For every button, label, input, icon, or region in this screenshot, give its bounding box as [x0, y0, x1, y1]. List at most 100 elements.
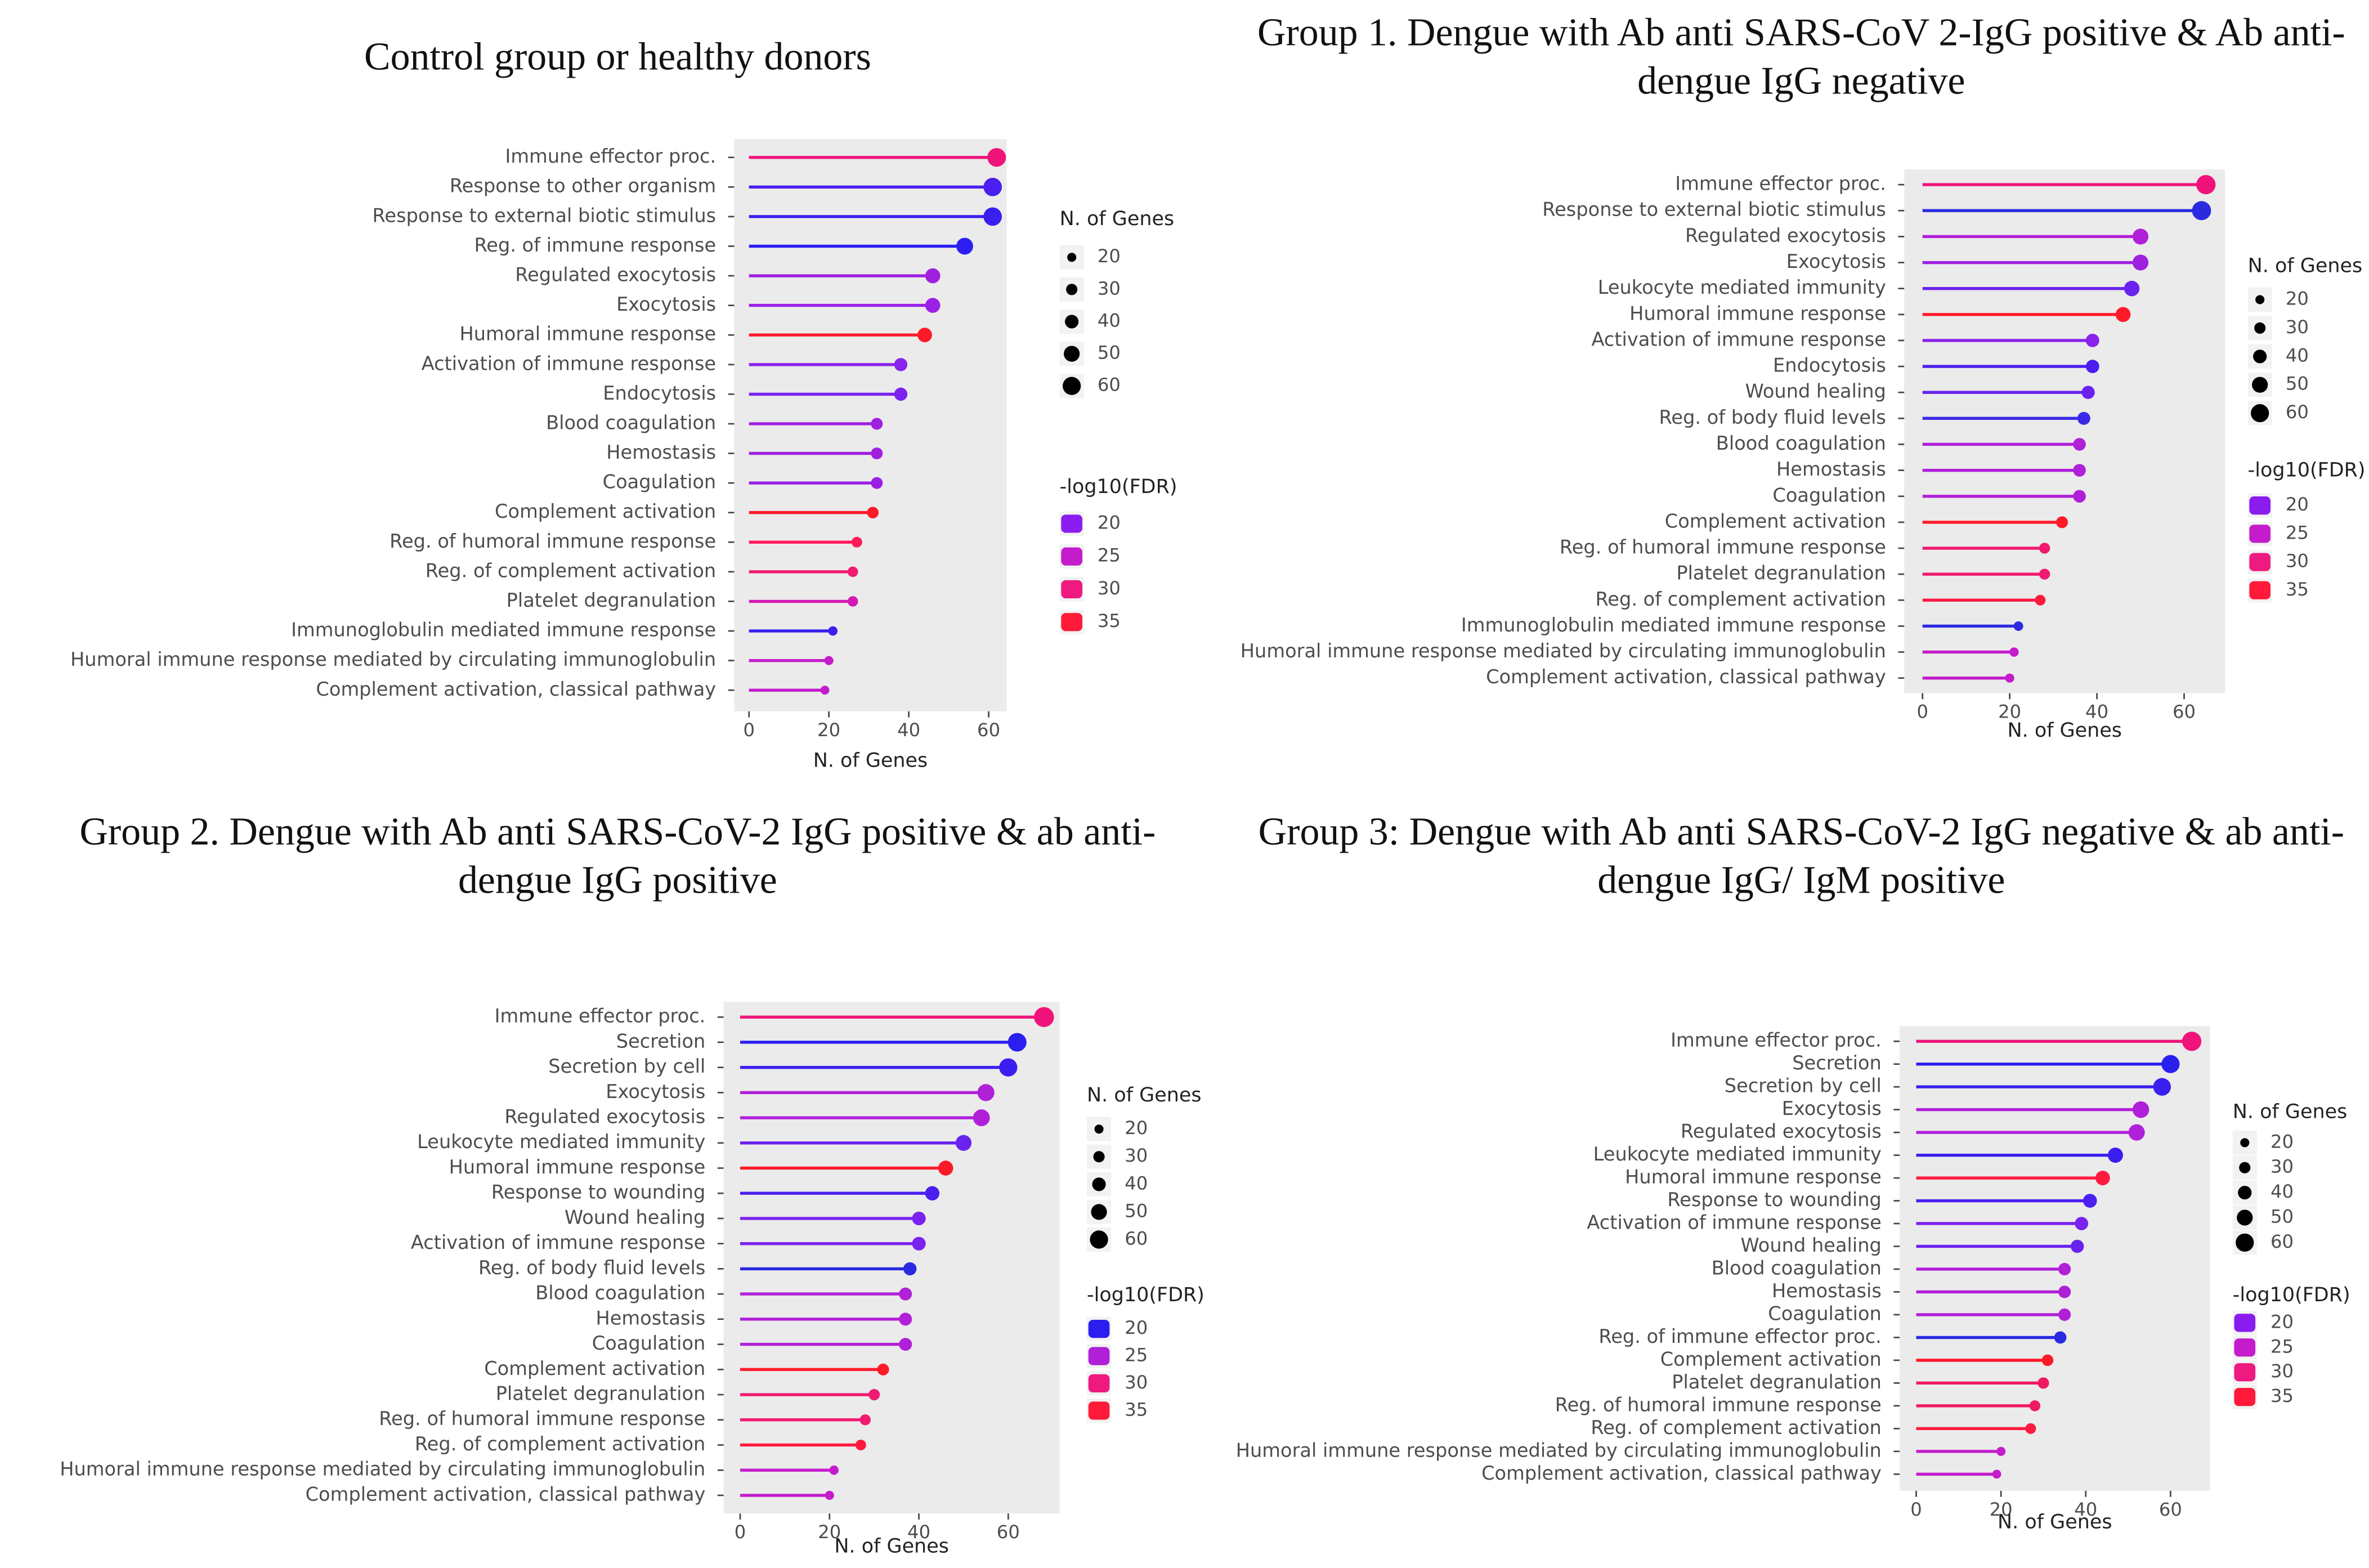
- legend-label: 30: [2286, 550, 2309, 572]
- category-label: Platelet degranulation: [1672, 1371, 1882, 1393]
- category-label: Humoral immune response: [449, 1156, 706, 1178]
- category-label: Reg. of complement activation: [1595, 588, 1886, 610]
- lollipop-head: [2029, 1400, 2041, 1412]
- lollipop-head: [877, 1363, 889, 1376]
- lollipop-head: [955, 1135, 972, 1151]
- category-label: Complement activation: [484, 1358, 705, 1379]
- lollipop-head: [851, 536, 862, 548]
- category-label: Leukocyte mediated immunity: [1598, 276, 1886, 298]
- legend-size-key: [2236, 1233, 2254, 1252]
- legend-title: -log10(FDR): [2233, 1284, 2350, 1306]
- legend-size-key: [2252, 377, 2268, 393]
- legend-size-key: [1090, 1230, 1108, 1249]
- category-label: Reg. of humoral immune response: [1555, 1394, 1882, 1415]
- legend-label: 20: [2286, 494, 2309, 515]
- lollipop-head: [871, 477, 883, 489]
- legend-color-key: [1088, 1401, 1110, 1420]
- chart-title: Control group or healthy donors: [364, 35, 871, 79]
- legend-color-key: [2234, 1363, 2256, 1382]
- x-axis-label: N. of Genes: [2007, 719, 2122, 742]
- category-label: Secretion by cell: [548, 1055, 705, 1077]
- category-label: Hemostasis: [1772, 1280, 1882, 1302]
- lollipop-head: [2132, 229, 2149, 245]
- category-label: Humoral immune response: [1625, 1166, 1882, 1188]
- legend-size-key: [1092, 1177, 1106, 1191]
- category-label: Response to other organism: [450, 175, 716, 197]
- legend-size-key: [1094, 1125, 1104, 1134]
- lollipop-head: [2071, 1239, 2084, 1253]
- category-label: Activation of immune response: [422, 352, 716, 374]
- lollipop-head: [2073, 464, 2086, 477]
- legend-label: 20: [2271, 1131, 2294, 1152]
- legend-size-key: [2237, 1209, 2253, 1226]
- category-label: Humoral immune response mediated by circ…: [1236, 1439, 1882, 1461]
- chart-title: Group 3: Dengue with Ab anti SARS-CoV-2 …: [1259, 810, 2344, 902]
- lollipop-head: [956, 238, 973, 255]
- legend-label: 30: [1125, 1145, 1148, 1166]
- legend-label: 35: [1098, 610, 1121, 631]
- category-label: Secretion: [616, 1030, 706, 1052]
- lollipop-head: [2058, 1262, 2071, 1276]
- category-label: Hemostasis: [1776, 458, 1886, 480]
- category-label: Humoral immune response: [459, 323, 716, 345]
- lollipop-head: [2153, 1078, 2171, 1096]
- lollipop-head: [867, 507, 879, 519]
- legend-title: -log10(FDR): [1087, 1284, 1204, 1306]
- category-label: Reg. of immune response: [474, 234, 716, 256]
- legend-color-key: [1061, 580, 1082, 599]
- chart-title: Group 2. Dengue with Ab anti SARS-CoV-2 …: [79, 810, 1156, 902]
- lollipop-head: [2056, 516, 2068, 528]
- lollipop-head: [2095, 1171, 2110, 1185]
- category-label: Complement activation, classical pathway: [306, 1483, 706, 1505]
- legend-label: 60: [1125, 1227, 1148, 1249]
- legend-title: N. of Genes: [2233, 1101, 2348, 1123]
- category-label: Humoral immune response mediated by circ…: [1241, 640, 1886, 662]
- legend-color-key: [2234, 1338, 2256, 1357]
- lollipop-head: [859, 1414, 871, 1426]
- category-label: Reg. of body fluid levels: [478, 1257, 705, 1279]
- lollipop-head: [2085, 360, 2099, 373]
- x-axis-label: N. of Genes: [813, 750, 928, 772]
- lollipop-head: [871, 418, 883, 430]
- lollipop-head: [871, 447, 883, 460]
- lollipop-head: [847, 566, 858, 577]
- x-tick-label: 20: [1998, 701, 2021, 723]
- lollipop-head: [999, 1058, 1018, 1077]
- category-label: Blood coagulation: [1716, 432, 1886, 454]
- category-label: Regulated exocytosis: [1685, 225, 1886, 247]
- category-label: Coagulation: [603, 471, 716, 493]
- lollipop-head: [2132, 254, 2149, 271]
- lollipop-head: [2182, 1032, 2202, 1051]
- plot-panel: [1900, 1026, 2210, 1491]
- x-tick-label: 40: [2085, 701, 2108, 723]
- category-label: Activation of immune response: [411, 1231, 705, 1253]
- x-tick-label: 60: [997, 1521, 1020, 1543]
- legend-size-key: [1066, 284, 1078, 295]
- legend-label: 50: [1098, 342, 1121, 364]
- lollipop-head: [2009, 647, 2019, 657]
- x-tick-label: 60: [2159, 1499, 2182, 1520]
- legend-label: 50: [1125, 1200, 1148, 1221]
- legend-label: 50: [2286, 373, 2309, 395]
- category-label: Coagulation: [1772, 484, 1886, 506]
- legend-label: 20: [1125, 1317, 1148, 1338]
- lollipop-head: [983, 207, 1002, 226]
- legend-color-key: [2249, 553, 2271, 571]
- legend-color-key: [1061, 514, 1082, 533]
- legend-size-key: [2254, 322, 2266, 334]
- lollipop-head: [847, 596, 858, 607]
- lollipop-head: [983, 177, 1002, 196]
- category-label: Platelet degranulation: [1676, 562, 1886, 584]
- category-label: Regulated exocytosis: [1681, 1121, 1882, 1143]
- legend-title: N. of Genes: [1087, 1084, 1202, 1106]
- category-label: Exocytosis: [1786, 250, 1886, 272]
- x-axis-label: N. of Genes: [1998, 1511, 2112, 1533]
- legend-size-key: [2240, 1138, 2250, 1148]
- category-label: Response to external biotic stimulus: [373, 204, 716, 226]
- legend-label: 30: [1098, 577, 1121, 599]
- category-label: Immune effector proc.: [1675, 173, 1886, 195]
- category-label: Complement activation, classical pathway: [316, 678, 716, 700]
- category-label: Exocytosis: [1782, 1097, 1882, 1119]
- legend-label: 30: [1098, 277, 1121, 299]
